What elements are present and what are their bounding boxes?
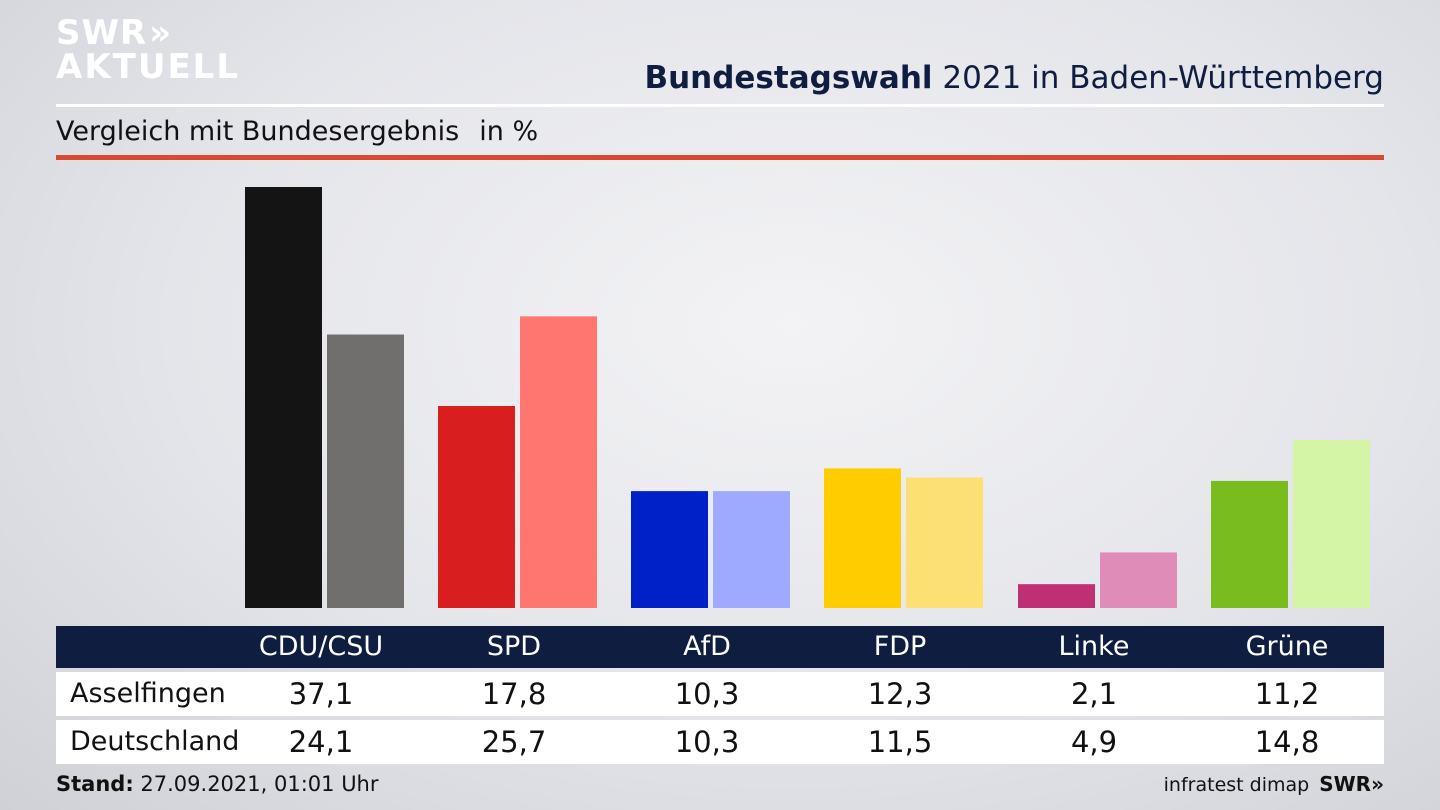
value-cell: 11,2 — [1254, 677, 1320, 711]
value-cell: 4,9 — [1070, 725, 1118, 759]
value-cell: 17,8 — [481, 677, 547, 711]
logo-aktuell-text: AKTUELL — [56, 47, 241, 87]
value-cell: 2,1 — [1070, 677, 1118, 711]
table-header: CDU/CSU SPD AfD FDP Linke Grüne — [56, 626, 1384, 668]
header-linke: Linke — [1058, 631, 1130, 662]
results-table: CDU/CSU SPD AfD FDP Linke Grüne Asselfin… — [56, 626, 1384, 764]
value-cell: 14,8 — [1254, 725, 1320, 759]
header-cdu-csu: CDU/CSU — [258, 631, 384, 662]
accent-divider — [56, 155, 1384, 160]
value-cell: 37,1 — [288, 677, 354, 711]
bar-fdp-deutschland — [906, 477, 983, 608]
value-cell: 24,1 — [288, 725, 354, 759]
value-cell: 12,3 — [867, 677, 933, 711]
bar-afd-asselfingen — [631, 491, 708, 608]
timestamp: Stand: 27.09.2021, 01:01 Uhr — [56, 772, 379, 796]
source-credit: infratest dimap SWR» — [1164, 772, 1384, 796]
bar-gr-ne-asselfingen — [1211, 480, 1288, 608]
table-row-asselfingen: Asselfingen 37,1 17,8 10,3 12,3 2,1 11,2 — [56, 672, 1384, 716]
bar-linke-deutschland — [1100, 552, 1177, 608]
subtitle-unit: in % — [479, 116, 539, 147]
bar-cdu-csu-deutschland — [327, 334, 404, 608]
swr-aktuell-logo: SWR» AKTUELL — [56, 16, 240, 84]
row-label: Deutschland — [70, 726, 240, 757]
value-cell: 11,5 — [867, 725, 933, 759]
chart-subtitle: Vergleich mit Bundesergebnis in % — [56, 116, 538, 147]
title-divider — [56, 104, 1384, 107]
table-row-deutschland: Deutschland 24,1 25,7 10,3 11,5 4,9 14,8 — [56, 720, 1384, 764]
value-cell: 10,3 — [674, 677, 740, 711]
logo-swr-text: SWR — [56, 13, 148, 53]
header-gruene: Grüne — [1245, 631, 1329, 662]
value-cell: 25,7 — [481, 725, 547, 759]
title-rest: 2021 in Baden-Württemberg — [942, 60, 1384, 96]
header-afd: AfD — [683, 631, 731, 662]
page-title: Bundestagswahl 2021 in Baden-Württemberg — [644, 60, 1384, 96]
value-cell: 10,3 — [674, 725, 740, 759]
bar-fdp-asselfingen — [824, 468, 901, 608]
header-fdp: FDP — [873, 631, 927, 662]
bar-spd-asselfingen — [438, 406, 515, 608]
stand-label: Stand: — [56, 772, 134, 796]
source-text: infratest dimap — [1163, 774, 1310, 796]
header-spd: SPD — [486, 631, 542, 662]
bar-chart — [245, 187, 1370, 608]
swr-footer-logo: SWR» — [1319, 772, 1384, 796]
bar-afd-deutschland — [713, 491, 790, 608]
bar-cdu-csu-asselfingen — [245, 187, 322, 608]
bar-gr-ne-deutschland — [1293, 440, 1370, 608]
subtitle-text: Vergleich mit Bundesergebnis — [56, 116, 460, 147]
title-bold: Bundestagswahl — [644, 60, 933, 96]
stand-value: 27.09.2021, 01:01 Uhr — [140, 772, 379, 796]
bar-linke-asselfingen — [1018, 584, 1095, 608]
bar-spd-deutschland — [520, 316, 597, 608]
row-label: Asselfingen — [70, 678, 226, 709]
